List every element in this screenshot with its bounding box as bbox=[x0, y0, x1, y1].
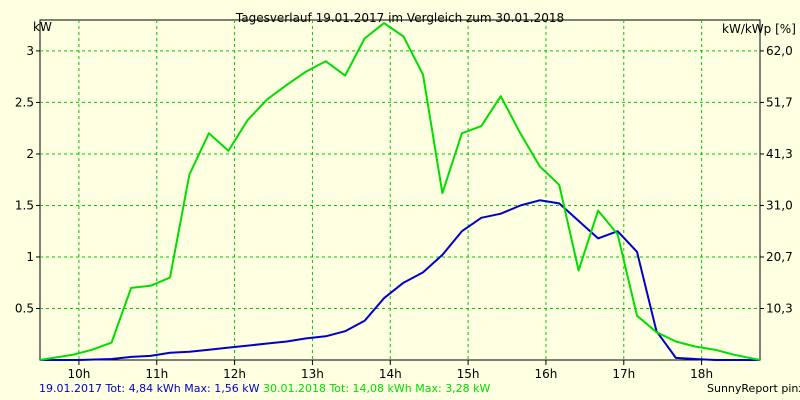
x-tick-label: 16h bbox=[535, 367, 558, 381]
chart-footer: 19.01.2017 Tot: 4,84 kWh Max: 1,56 kW 30… bbox=[39, 382, 490, 396]
series-line-1 bbox=[40, 199, 760, 361]
y-tick-label-right: 20,7 bbox=[766, 250, 793, 264]
x-tick-label: 12h bbox=[223, 367, 246, 381]
x-tick-label: 10h bbox=[67, 367, 90, 381]
y-axis-right-label: kW/kWp [%] bbox=[722, 22, 796, 36]
y-tick-label-left: 0.5 bbox=[15, 301, 34, 315]
chart-credit: SunnyReport pinxit bbox=[707, 382, 800, 395]
x-tick-label: 18h bbox=[690, 367, 713, 381]
x-tick-label: 17h bbox=[612, 367, 635, 381]
y-tick-label-right: 51,7 bbox=[766, 95, 793, 109]
y-tick-label-left: 3 bbox=[26, 44, 34, 58]
chart-title: Tagesverlauf 19.01.2017 im Vergleich zum… bbox=[235, 11, 565, 25]
y-tick-label-left: 1.5 bbox=[15, 198, 34, 212]
footer-series1-summary: 19.01.2017 Tot: 4,84 kWh Max: 1,56 kW bbox=[39, 382, 260, 395]
x-tick-label: 14h bbox=[379, 367, 402, 381]
series-line-2 bbox=[39, 22, 761, 361]
y-tick-label-right: 62,0 bbox=[766, 44, 793, 58]
y-tick-label-right: 41,3 bbox=[766, 147, 793, 161]
x-tick-label: 13h bbox=[301, 367, 324, 381]
plot-frame bbox=[39, 19, 761, 361]
y-tick-label-left: 1 bbox=[26, 250, 34, 264]
x-tick-label: 11h bbox=[145, 367, 168, 381]
footer-series2-summary: 30.01.2018 Tot: 14,08 kWh Max: 3,28 kW bbox=[262, 382, 491, 395]
y-tick-label-left: 2 bbox=[26, 147, 34, 161]
y-tick-label-left: 2.5 bbox=[15, 95, 34, 109]
y-tick-label-right: 10,3 bbox=[766, 301, 793, 315]
x-tick-label: 15h bbox=[457, 367, 480, 381]
y-tick-label-right: 31,0 bbox=[766, 198, 793, 212]
y-axis-left-label: kW bbox=[33, 20, 52, 34]
